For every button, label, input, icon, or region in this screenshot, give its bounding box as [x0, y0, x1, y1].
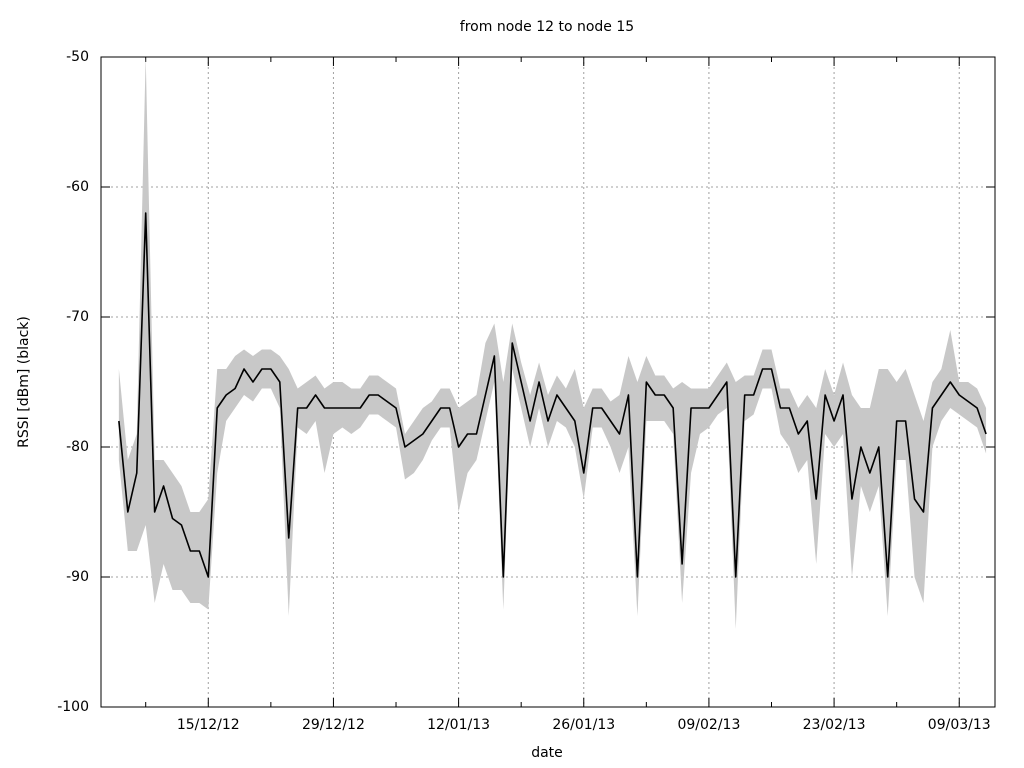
x-tick-label: 26/01/13	[552, 717, 615, 733]
x-tick-label: 09/02/13	[677, 717, 740, 733]
range-band	[118, 57, 987, 629]
x-tick-label: 29/12/12	[302, 717, 365, 733]
y-tick-label: -100	[57, 699, 89, 715]
x-tick-label: 23/02/13	[803, 717, 866, 733]
plot-frame	[100, 56, 996, 708]
x-tick-label: 12/01/13	[427, 717, 490, 733]
chart-title: from node 12 to node 15	[460, 19, 634, 35]
y-axis-label: RSSI [dBm] (black)	[16, 316, 32, 448]
x-tick-label: 15/12/12	[177, 717, 240, 733]
y-tick-label: -60	[66, 179, 89, 195]
y-tick-label: -80	[66, 439, 89, 455]
y-tick-label: -50	[66, 49, 89, 65]
y-tick-label: -90	[66, 569, 89, 585]
x-tick-label: 09/03/13	[928, 717, 991, 733]
x-axis-label: date	[531, 745, 563, 761]
rssi-line	[118, 212, 987, 578]
y-tick-label: -70	[66, 309, 89, 325]
